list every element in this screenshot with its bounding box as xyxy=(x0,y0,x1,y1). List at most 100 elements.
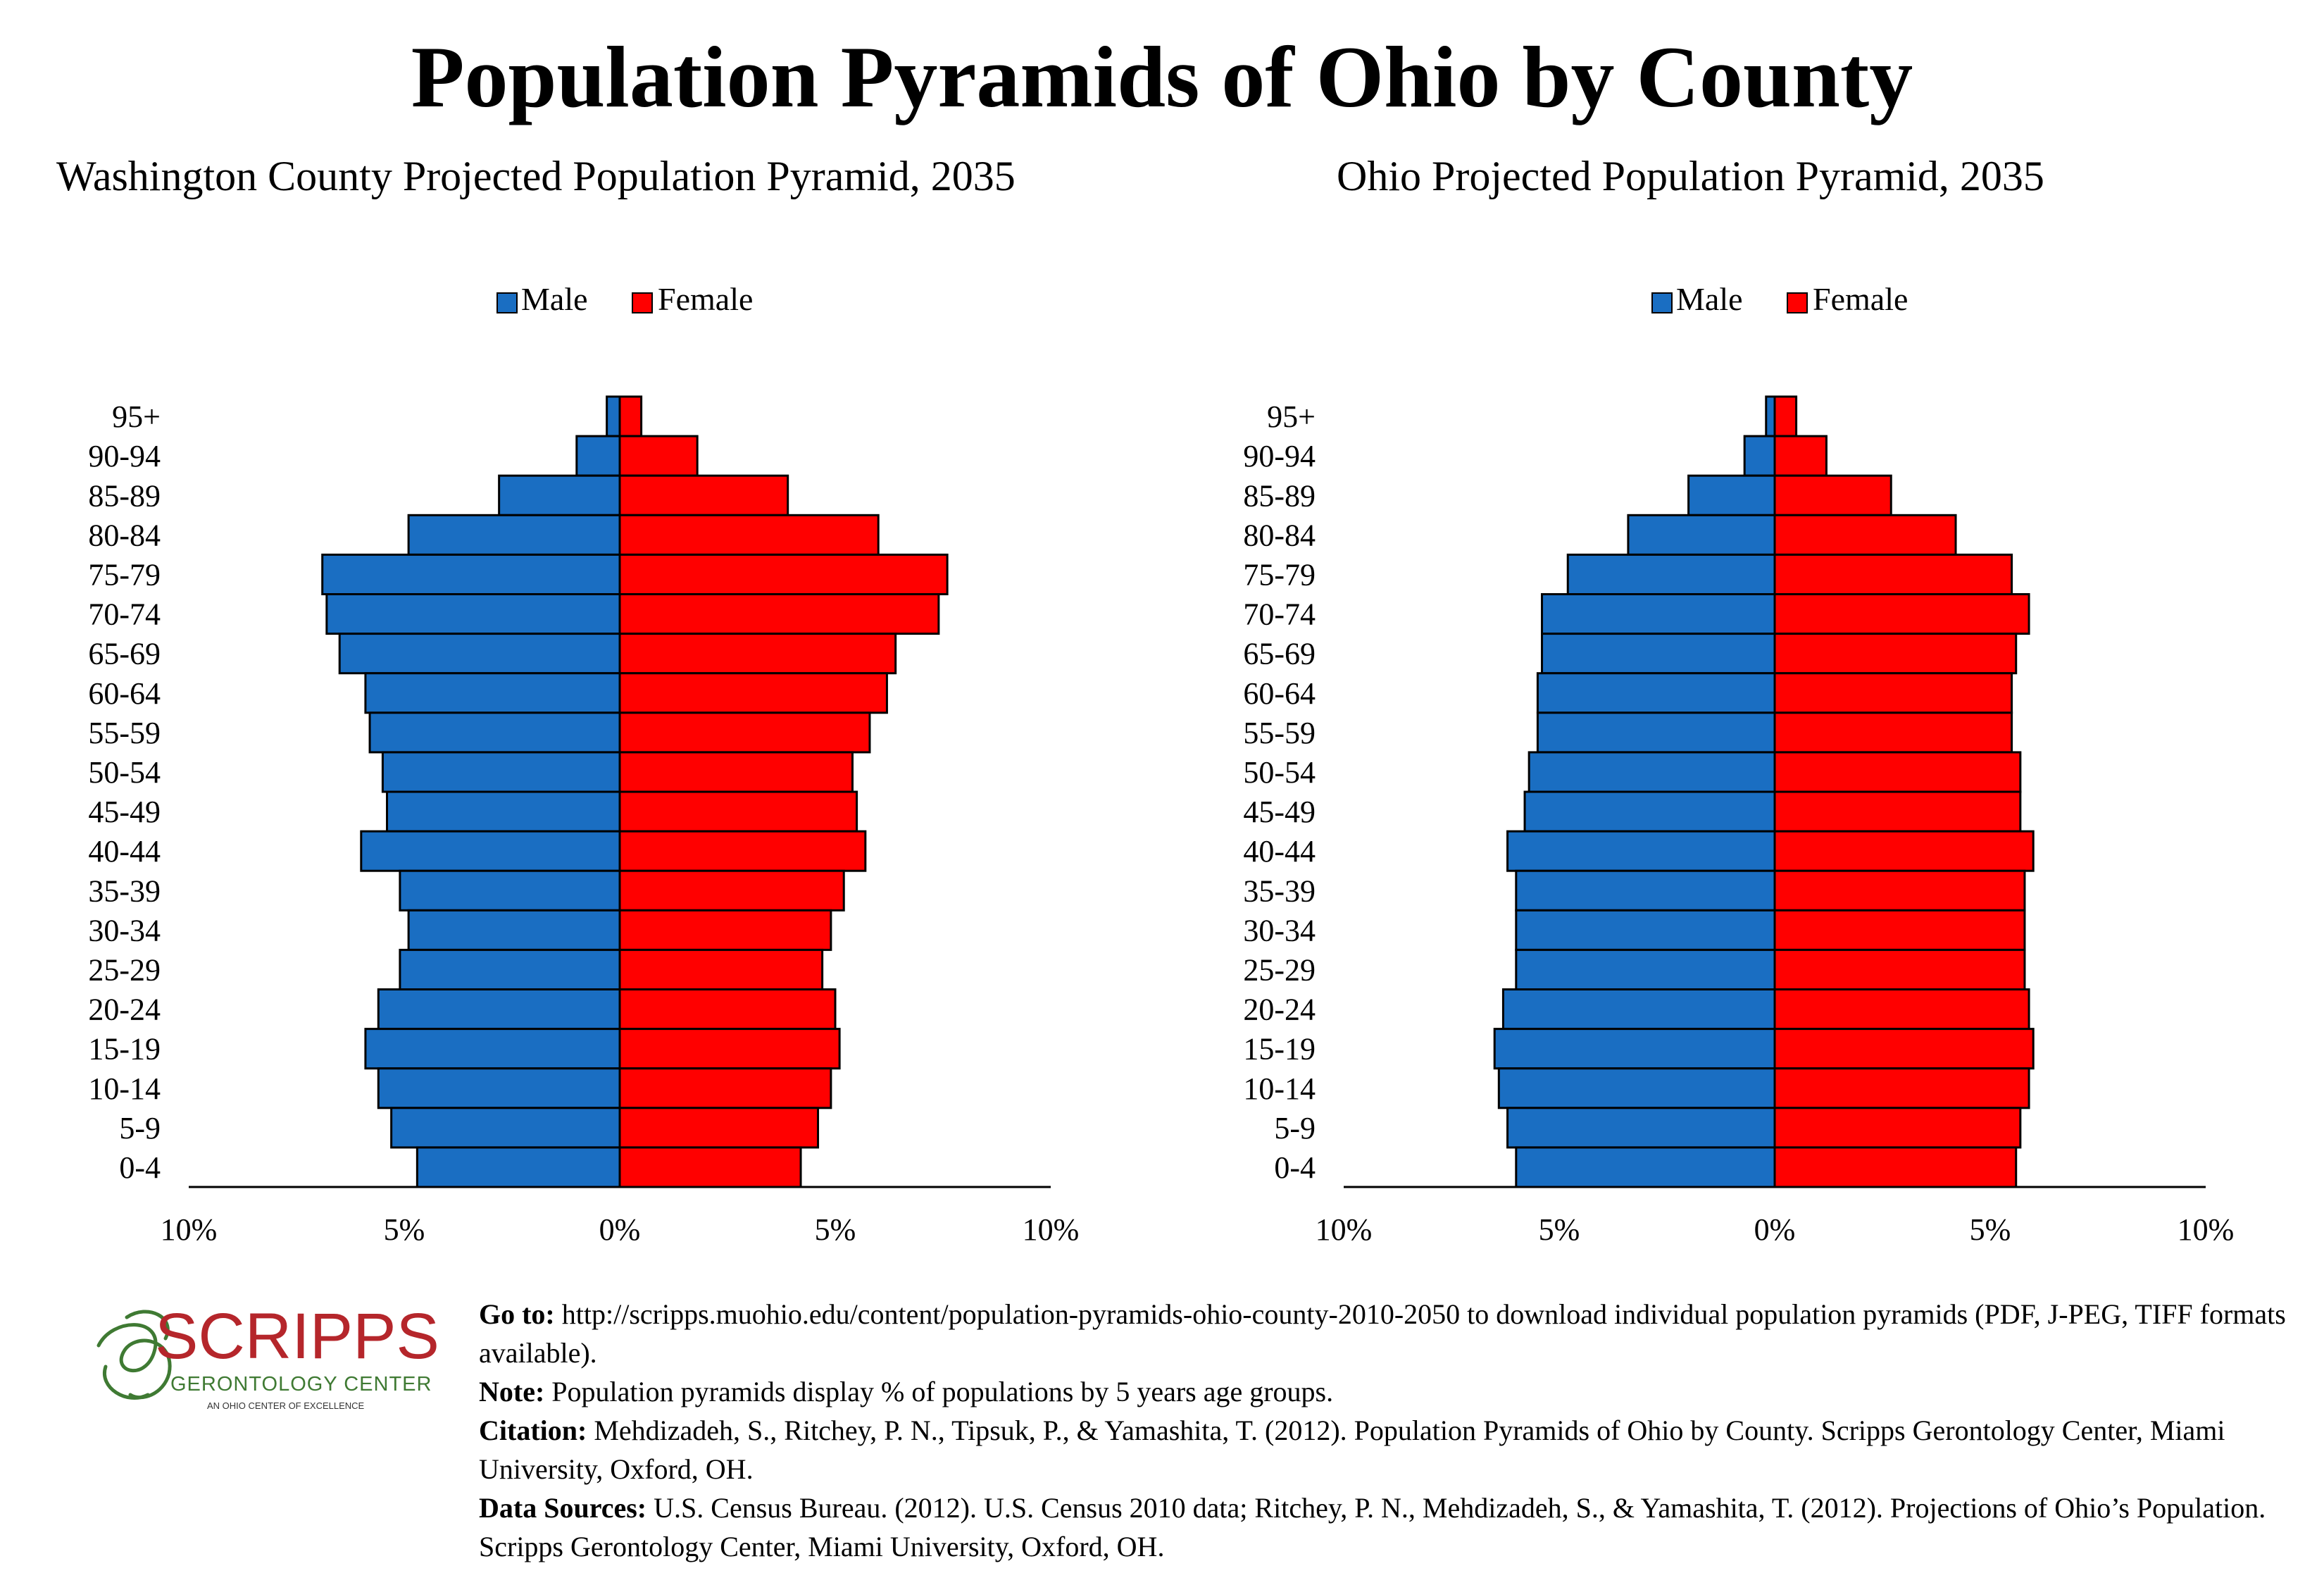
age-label: 80-84 xyxy=(1243,518,1316,552)
page-title: Population Pyramids of Ohio by County xyxy=(411,29,1913,125)
age-label: 30-34 xyxy=(1243,913,1316,947)
bar-female-85-89 xyxy=(618,474,789,516)
age-label: 55-59 xyxy=(88,716,161,750)
bar-female-40-44 xyxy=(1773,830,2035,872)
bar-male-50-54 xyxy=(381,751,621,793)
washington-county-pyramid: Washington County Projected Population P… xyxy=(0,141,1155,1268)
age-label: 30-34 xyxy=(88,913,161,947)
bar-female-95+ xyxy=(618,395,643,437)
bar-male-65-69 xyxy=(338,633,621,675)
chart-title: Washington County Projected Population P… xyxy=(56,153,1016,199)
bar-female-60-64 xyxy=(618,672,888,714)
x-tick-label: 10% xyxy=(2178,1212,2235,1247)
x-tick-label: 10% xyxy=(1316,1212,1373,1247)
scripps-logo: SCRIPPS GERONTOLOGY CENTER AN OHIO CENTE… xyxy=(85,1289,465,1416)
age-label: 35-39 xyxy=(88,874,161,908)
legend: Male Female xyxy=(496,281,753,317)
age-label: 5-9 xyxy=(119,1111,161,1145)
age-label: 10-14 xyxy=(1243,1071,1316,1106)
bar-female-85-89 xyxy=(1773,474,1892,516)
age-label: 20-24 xyxy=(1243,993,1316,1027)
bar-male-80-84 xyxy=(1627,514,1776,556)
age-label: 95+ xyxy=(1267,399,1316,434)
age-label: 35-39 xyxy=(1243,874,1316,908)
bar-male-40-44 xyxy=(1506,830,1776,872)
legend-swatch-female xyxy=(632,292,653,313)
bar-male-10-14 xyxy=(1497,1067,1776,1110)
bar-male-5-9 xyxy=(1506,1107,1776,1149)
bar-male-95+ xyxy=(606,395,621,437)
age-label: 75-79 xyxy=(1243,557,1316,592)
bar-male-75-79 xyxy=(321,553,621,596)
chart-title: Ohio Projected Population Pyramid, 2035 xyxy=(1337,153,2044,199)
bar-male-30-34 xyxy=(1515,909,1776,951)
bar-female-50-54 xyxy=(618,751,854,793)
x-tick-label: 10% xyxy=(161,1212,218,1247)
bar-female-70-74 xyxy=(618,593,940,635)
bar-female-75-79 xyxy=(618,553,949,596)
bar-male-70-74 xyxy=(1541,593,1776,635)
bar-male-95+ xyxy=(1765,395,1776,437)
age-label: 20-24 xyxy=(88,993,161,1027)
bar-male-5-9 xyxy=(390,1107,621,1149)
age-label: 75-79 xyxy=(88,557,161,592)
bar-male-45-49 xyxy=(1523,790,1776,833)
bar-male-35-39 xyxy=(1515,869,1776,912)
footer-note: Note: Population pyramids display % of p… xyxy=(479,1376,1334,1407)
bar-male-75-79 xyxy=(1566,553,1776,596)
bar-female-45-49 xyxy=(1773,790,2022,833)
x-tick-label: 5% xyxy=(815,1212,856,1247)
bar-male-55-59 xyxy=(1536,711,1776,754)
bar-male-85-89 xyxy=(498,474,621,516)
bar-male-15-19 xyxy=(364,1028,621,1070)
chart-svg: Washington County Projected Population P… xyxy=(56,153,1080,1247)
bar-female-80-84 xyxy=(1773,514,1957,556)
footer-notes: Go to: http://scripps.muohio.edu/content… xyxy=(479,1295,2310,1566)
age-label: 90-94 xyxy=(1243,439,1316,473)
bar-female-40-44 xyxy=(618,830,867,872)
bar-female-45-49 xyxy=(618,790,858,833)
age-label: 80-84 xyxy=(88,518,161,552)
age-label: 85-89 xyxy=(1243,478,1316,513)
bar-female-55-59 xyxy=(1773,711,2013,754)
bar-female-30-34 xyxy=(618,909,832,951)
bar-male-25-29 xyxy=(1515,948,1776,991)
bar-male-20-24 xyxy=(1501,988,1776,1031)
ohio-pyramid: Ohio Projected Population Pyramid, 2035 M… xyxy=(1155,141,2310,1268)
bar-female-55-59 xyxy=(618,711,871,754)
bar-female-70-74 xyxy=(1773,593,2030,635)
age-label: 40-44 xyxy=(1243,834,1316,869)
age-label: 60-64 xyxy=(88,676,161,711)
bar-female-20-24 xyxy=(618,988,837,1031)
legend-label-male: Male xyxy=(1676,281,1743,317)
bar-male-20-24 xyxy=(377,988,621,1031)
bar-male-55-59 xyxy=(368,711,621,754)
age-label: 0-4 xyxy=(119,1150,161,1185)
age-label: 65-69 xyxy=(88,637,161,671)
bar-male-85-89 xyxy=(1687,474,1776,516)
age-label: 85-89 xyxy=(88,478,161,513)
x-tick-label: 5% xyxy=(1970,1212,2011,1247)
legend-swatch-female xyxy=(1787,292,1808,313)
bar-female-90-94 xyxy=(1773,435,1828,477)
x-tick-label: 0% xyxy=(599,1212,641,1247)
bar-male-10-14 xyxy=(377,1067,621,1110)
download-link[interactable]: http://scripps.muohio.edu/content/popula… xyxy=(479,1298,2286,1369)
bar-female-95+ xyxy=(1773,395,1798,437)
bar-male-90-94 xyxy=(1743,435,1776,477)
bar-female-80-84 xyxy=(618,514,880,556)
age-label: 10-14 xyxy=(88,1071,161,1106)
age-label: 60-64 xyxy=(1243,676,1316,711)
age-label: 0-4 xyxy=(1274,1150,1316,1185)
age-label: 5-9 xyxy=(1274,1111,1316,1145)
bar-female-75-79 xyxy=(1773,553,2013,596)
bar-female-30-34 xyxy=(1773,909,2026,951)
age-label: 50-54 xyxy=(1243,755,1316,790)
x-tick-label: 10% xyxy=(1023,1212,1080,1247)
bar-male-80-84 xyxy=(407,514,621,556)
bar-male-90-94 xyxy=(575,435,621,477)
age-label: 90-94 xyxy=(88,439,161,473)
age-label: 45-49 xyxy=(88,795,161,829)
legend-swatch-male xyxy=(496,292,518,313)
age-label: 25-29 xyxy=(1243,952,1316,987)
